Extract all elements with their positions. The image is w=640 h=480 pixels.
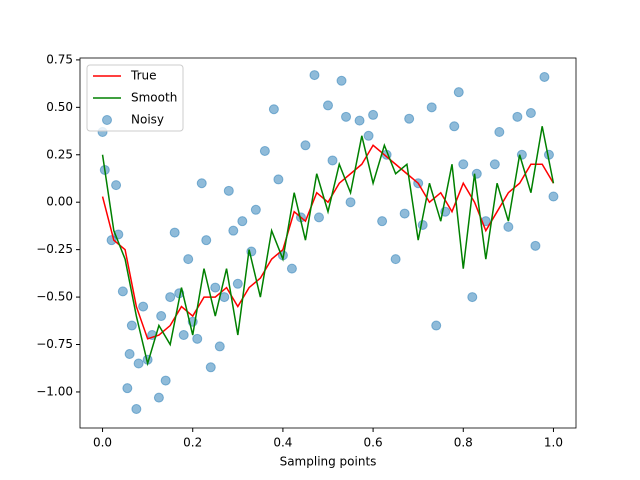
noisy-point [530, 240, 541, 251]
noisy-point [286, 263, 297, 274]
noisy-point [138, 301, 149, 312]
noisy-point [250, 204, 261, 215]
noisy-point [214, 341, 225, 352]
noisy-point [336, 75, 347, 86]
noisy-point [467, 292, 478, 303]
x-tick-label: 1.0 [544, 436, 563, 450]
noisy-point [111, 180, 122, 191]
noisy-point [368, 109, 379, 120]
noisy-point [117, 286, 128, 297]
y-tick-label: 0.75 [46, 52, 73, 66]
plot-area [97, 70, 559, 415]
y-tick-label: 0.50 [46, 100, 73, 114]
noisy-point [178, 330, 189, 341]
noisy-point [449, 121, 460, 132]
noisy-point [210, 282, 221, 293]
x-tick-label: 0.8 [454, 436, 473, 450]
noisy-point [156, 311, 167, 322]
noisy-point [133, 358, 144, 369]
noisy-point [183, 254, 194, 265]
x-tick-label: 0.4 [273, 436, 292, 450]
legend-marker [102, 115, 112, 125]
noisy-point [131, 404, 142, 415]
x-tick-label: 0.6 [364, 436, 383, 450]
noisy-point [153, 392, 164, 403]
noisy-point [354, 115, 365, 126]
noisy-point [196, 178, 207, 189]
noisy-point [363, 130, 374, 141]
noisy-point [122, 383, 133, 394]
noisy-point [453, 87, 464, 98]
noisy-point [512, 111, 523, 122]
noisy-point [539, 71, 550, 82]
noisy-point [489, 159, 500, 170]
noisy-point [192, 333, 203, 344]
noisy-point [237, 216, 248, 227]
noisy-point [126, 320, 137, 331]
noisy-point [503, 221, 514, 232]
line-1 [101, 126, 555, 367]
noisy-point [205, 362, 216, 373]
noisy-point [300, 140, 311, 151]
noisy-point [201, 235, 212, 246]
y-tick-label: −0.25 [36, 242, 73, 256]
noisy-point [223, 185, 234, 196]
noisy-point [124, 349, 135, 359]
noisy-point [390, 254, 401, 265]
noisy-point [417, 219, 428, 230]
y-tick-label: 0.25 [46, 147, 73, 161]
axes-frame [79, 57, 577, 429]
noisy-point [426, 102, 437, 113]
noisy-point [259, 145, 270, 156]
noisy-point [458, 159, 469, 170]
noisy-point [345, 197, 356, 208]
noisy-point [268, 104, 279, 115]
noisy-point [309, 70, 320, 81]
noisy-point [273, 174, 284, 185]
noisy-point [323, 100, 333, 111]
noisy-point [341, 111, 352, 122]
y-tick-label: −1.00 [36, 384, 73, 398]
noisy-point [525, 108, 536, 119]
legend-label: True [130, 69, 157, 83]
noisy-point [494, 127, 505, 137]
legend-label: Noisy [131, 113, 164, 127]
noisy-point [165, 292, 176, 303]
legend-label: Smooth [131, 91, 177, 105]
y-tick-label: −0.50 [36, 290, 73, 304]
noisy-point [431, 320, 442, 331]
x-axis-label: Sampling points [280, 455, 377, 469]
noisy-point [327, 155, 338, 166]
noisy-point [313, 212, 324, 223]
noisy-point [160, 375, 171, 386]
noisy-point [377, 216, 388, 227]
noisy-point [228, 225, 239, 236]
noisy-point [548, 191, 559, 202]
noisy-point [404, 113, 415, 124]
line-0 [101, 144, 555, 340]
y-tick-label: −0.75 [36, 337, 73, 351]
y-tick-label: 0.00 [46, 195, 73, 209]
noisy-point [399, 208, 410, 219]
x-tick-label: 0.2 [183, 436, 202, 450]
x-tick-label: 0.0 [93, 436, 112, 450]
noisy-point [232, 278, 243, 289]
legend-box [86, 64, 184, 132]
noisy-point [169, 227, 180, 238]
